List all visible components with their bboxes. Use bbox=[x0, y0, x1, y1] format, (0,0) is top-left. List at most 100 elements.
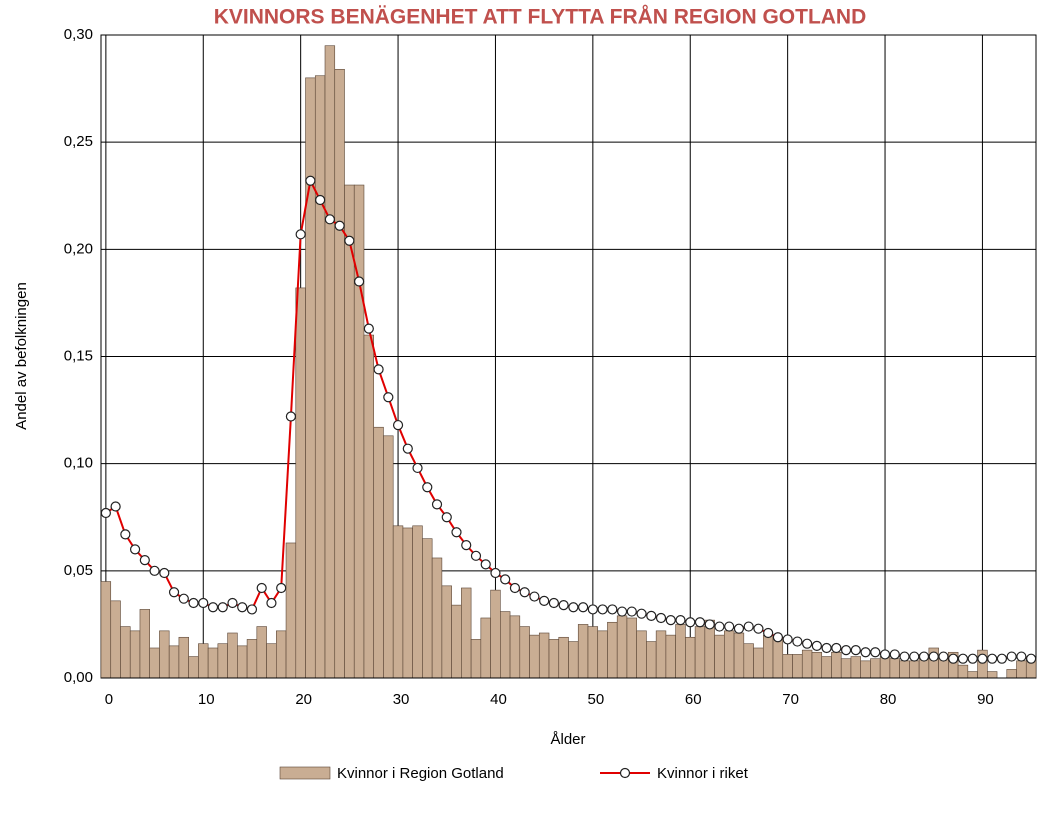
x-tick-label: 10 bbox=[198, 691, 215, 708]
bar bbox=[548, 639, 560, 679]
x-tick-label: 90 bbox=[977, 691, 994, 708]
marker bbox=[129, 544, 141, 555]
bar bbox=[879, 656, 891, 679]
marker bbox=[840, 645, 852, 656]
bar bbox=[519, 626, 530, 679]
bar bbox=[762, 634, 774, 679]
bar bbox=[314, 75, 326, 679]
marker bbox=[636, 608, 647, 619]
marker bbox=[198, 597, 209, 609]
marker bbox=[743, 621, 754, 632]
bar bbox=[724, 630, 735, 679]
bar bbox=[363, 334, 375, 679]
marker bbox=[149, 565, 160, 576]
marker bbox=[383, 392, 394, 403]
bar bbox=[772, 636, 784, 679]
x-tick-label: 50 bbox=[588, 691, 605, 708]
bar bbox=[987, 671, 998, 679]
marker bbox=[879, 649, 891, 660]
x-tick-label: 60 bbox=[685, 691, 702, 708]
bar bbox=[373, 426, 384, 679]
bar bbox=[129, 630, 141, 679]
marker bbox=[178, 593, 189, 604]
marker bbox=[500, 574, 511, 585]
x-tick-label: 30 bbox=[393, 691, 410, 708]
y-tick-label: 0,30 bbox=[64, 26, 93, 43]
y-tick-label: 0,15 bbox=[64, 347, 93, 364]
marker bbox=[646, 610, 657, 621]
marker bbox=[568, 602, 579, 613]
bar bbox=[461, 587, 472, 679]
marker bbox=[967, 653, 978, 664]
legend-label: Kvinnor i riket bbox=[657, 765, 749, 782]
marker bbox=[665, 615, 676, 626]
bar bbox=[665, 634, 676, 679]
marker bbox=[159, 567, 170, 579]
marker bbox=[295, 229, 306, 240]
y-tick-label: 0,20 bbox=[64, 240, 93, 257]
marker bbox=[889, 649, 900, 660]
legend-marker bbox=[619, 767, 631, 779]
bar bbox=[100, 581, 112, 679]
bar bbox=[685, 636, 696, 679]
bar bbox=[353, 184, 365, 679]
legend-swatch bbox=[279, 766, 331, 780]
marker bbox=[539, 595, 550, 606]
marker bbox=[987, 653, 998, 664]
bar bbox=[412, 525, 423, 679]
bar bbox=[256, 626, 267, 679]
bar bbox=[305, 77, 316, 679]
marker bbox=[266, 597, 277, 609]
marker bbox=[207, 602, 219, 613]
bar bbox=[967, 671, 978, 679]
bar bbox=[860, 660, 871, 679]
marker bbox=[470, 550, 482, 561]
marker bbox=[373, 364, 384, 375]
marker bbox=[402, 443, 413, 454]
bar bbox=[178, 636, 189, 679]
marker bbox=[519, 587, 530, 598]
marker bbox=[597, 604, 608, 615]
marker bbox=[168, 587, 180, 598]
bar bbox=[509, 615, 521, 679]
marker bbox=[529, 591, 540, 602]
bar bbox=[675, 624, 686, 679]
marker bbox=[714, 621, 725, 632]
marker bbox=[344, 235, 355, 246]
bar bbox=[451, 604, 462, 679]
marker bbox=[334, 220, 345, 231]
x-tick-label: 70 bbox=[782, 691, 799, 708]
marker bbox=[548, 597, 559, 609]
marker bbox=[431, 499, 443, 510]
y-tick-label: 0,10 bbox=[64, 455, 93, 472]
marker bbox=[772, 632, 784, 643]
marker bbox=[821, 642, 832, 654]
bar bbox=[480, 617, 491, 679]
marker bbox=[246, 604, 258, 615]
marker bbox=[217, 602, 228, 613]
bar bbox=[626, 617, 637, 679]
marker bbox=[694, 617, 706, 628]
bar bbox=[597, 630, 608, 679]
marker bbox=[782, 634, 793, 645]
marker bbox=[792, 636, 803, 647]
marker bbox=[120, 529, 131, 540]
legend-label: Kvinnor i Region Gotland bbox=[337, 765, 504, 782]
y-axis-title: Andel av befolkningen bbox=[13, 282, 30, 430]
bar bbox=[149, 647, 160, 679]
bar bbox=[831, 651, 842, 679]
bar bbox=[276, 630, 287, 679]
bar bbox=[295, 287, 306, 679]
bar bbox=[1006, 669, 1017, 679]
bar bbox=[266, 643, 277, 679]
marker bbox=[188, 597, 199, 609]
bar bbox=[616, 615, 628, 679]
marker bbox=[928, 651, 939, 662]
marker bbox=[938, 651, 949, 662]
marker bbox=[1026, 653, 1037, 664]
marker bbox=[490, 567, 501, 579]
marker bbox=[256, 582, 267, 594]
marker bbox=[957, 653, 969, 664]
bar bbox=[782, 654, 793, 679]
